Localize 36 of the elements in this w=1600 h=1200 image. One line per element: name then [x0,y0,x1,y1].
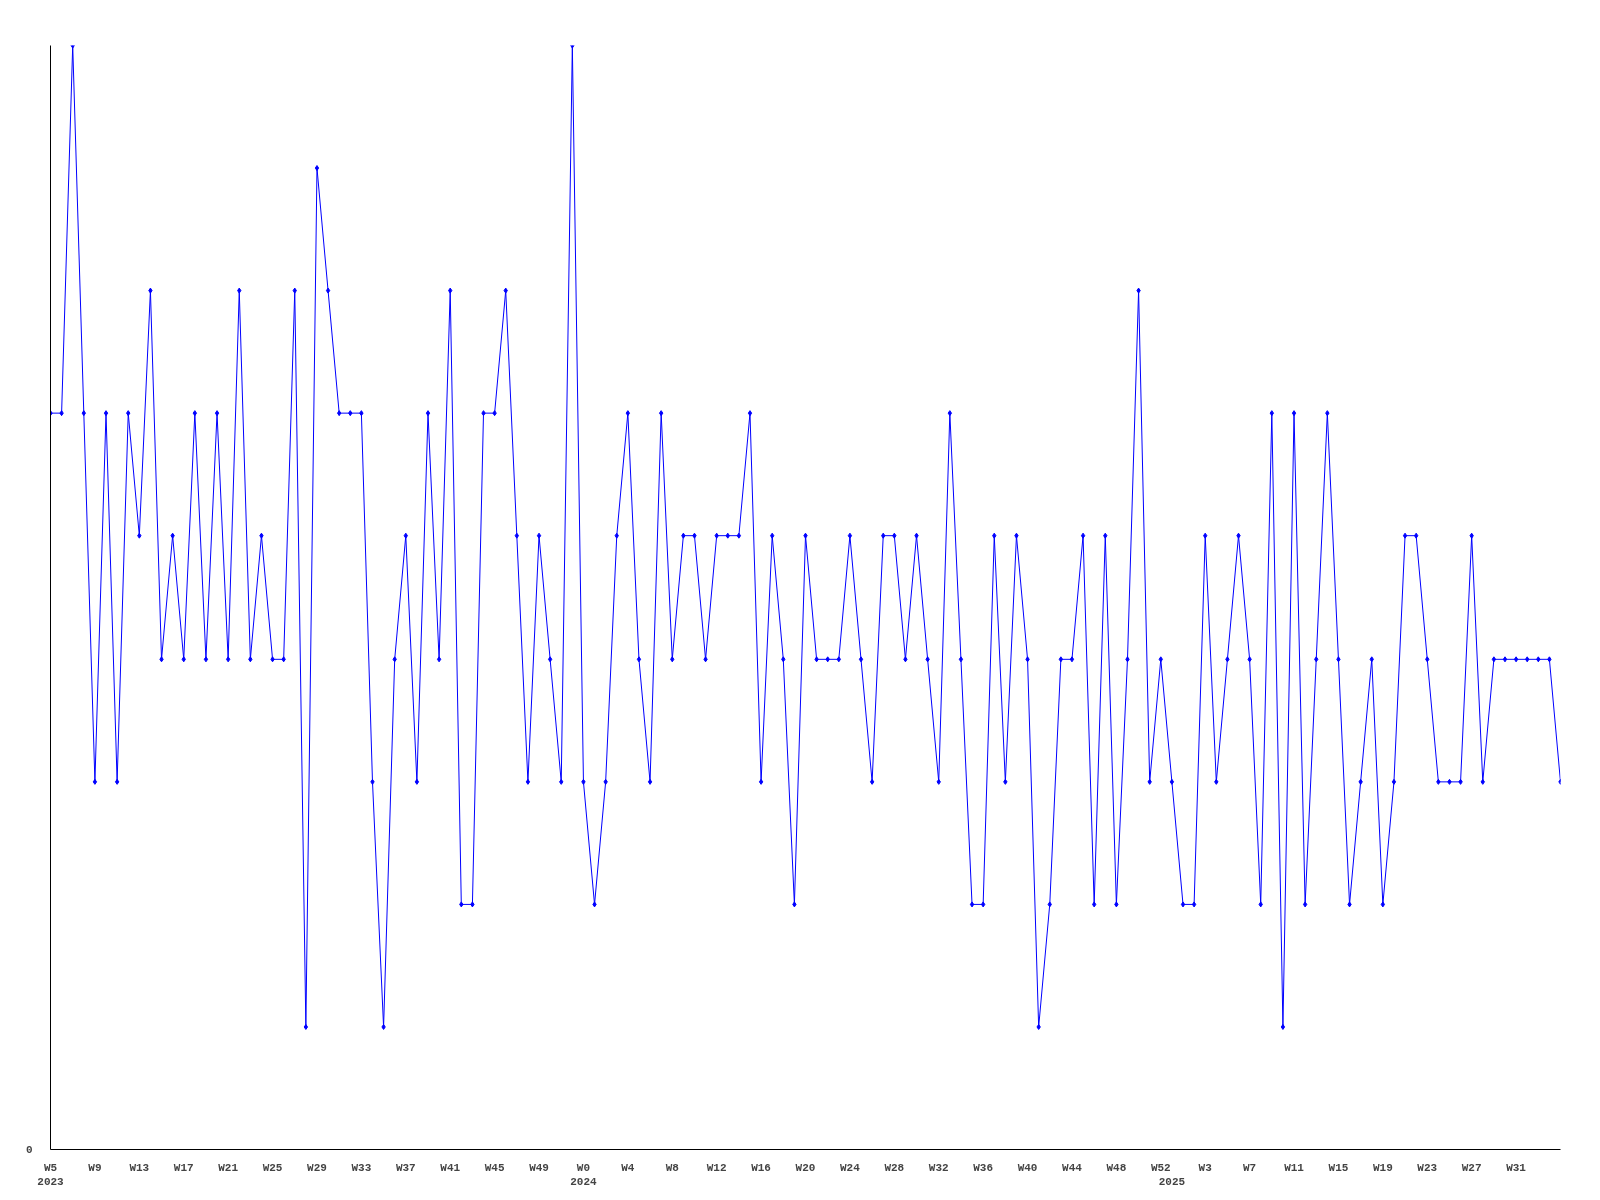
x-tick-label: W12 [706,1161,727,1174]
x-tick-label: W7 [1243,1161,1257,1174]
x-tick-label: W52 [1150,1161,1171,1174]
x-tick-label: W21 [218,1161,239,1174]
x-tick-label: W45 [484,1161,505,1174]
x-tick-label: W20 [795,1161,816,1174]
x-tick-label: W32 [928,1161,949,1174]
x-tick-label: W11 [1284,1161,1305,1174]
x-tick-label: W48 [1106,1161,1127,1174]
x-tick-label: W31 [1506,1161,1527,1174]
x-tick-label: W27 [1461,1161,1482,1174]
x-tick-label: W17 [173,1161,194,1174]
x-tick-label: W28 [884,1161,905,1174]
x-tick-label: 2025 [1158,1175,1186,1188]
x-tick-label: W13 [129,1161,150,1174]
x-tick-label: W49 [529,1161,549,1174]
x-tick-label: W25 [262,1161,283,1174]
x-tick-label: W24 [840,1161,861,1174]
text: 0 [25,1144,33,1156]
x-tick-label: W44 [1062,1161,1083,1174]
x-tick-label: W19 [1372,1161,1393,1174]
x-tick-label: W9 [88,1161,102,1174]
x-tick-label: W40 [1017,1161,1038,1174]
x-tick-label: W41 [440,1161,461,1174]
x-tick-label: W0 2024 [570,1161,598,1188]
x-tick-label: W4 [621,1161,635,1174]
x-tick-label: W8 [665,1161,680,1174]
x-tick-label: W16 [751,1161,771,1174]
x-tick-label: W15 [1328,1161,1349,1174]
x-tick-label: W3 [1198,1161,1213,1174]
x-tick-label: W37 [395,1161,416,1174]
x-tick-label: W33 [351,1161,372,1174]
x-tick-label: W5 2023 [37,1161,65,1188]
x-tick-label: W36 [973,1161,994,1174]
x-tick-label: W23 [1417,1161,1438,1174]
x-tick-label: W29 [307,1161,327,1174]
